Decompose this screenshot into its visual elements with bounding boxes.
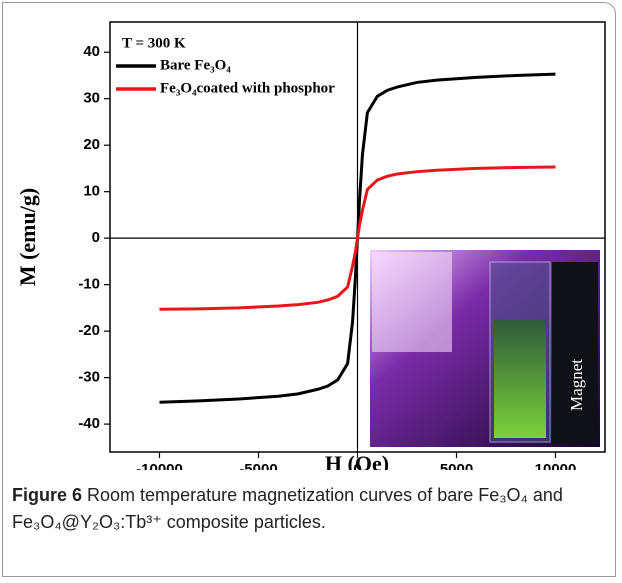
caption-label: Figure 6 [12, 485, 83, 505]
legend-label: Bare Fe₃O₄ [160, 57, 231, 73]
x-tick-label: -10000 [136, 461, 183, 470]
y-tick-label: -30 [78, 369, 100, 386]
series-line [159, 165, 556, 311]
inset-label: Magnet [567, 359, 586, 411]
inset-photo: Magnet [370, 250, 600, 447]
figure-frame [2, 2, 616, 577]
legend-label: Fe₃O₄coated with phosphor [160, 80, 335, 96]
caption-text: Room temperature magnetization curves of… [12, 485, 563, 532]
y-tick-label: -40 [78, 415, 100, 432]
y-tick-label: 10 [83, 183, 100, 200]
y-tick-label: 0 [92, 229, 100, 246]
x-tick-label: 5000 [440, 461, 473, 470]
y-tick-label: 20 [83, 136, 100, 153]
annotation: T = 300 K [122, 35, 186, 51]
y-tick-label: -20 [78, 322, 100, 339]
y-tick-label: 30 [83, 90, 100, 107]
chart: Magnet H (Oe) M (emu/g) T = 300 K -40 -30… [15, 21, 606, 470]
caption: Figure 6 Room temperature magnetization … [12, 482, 612, 536]
y-tick-label: -10 [78, 276, 100, 293]
x-tick-label: 10000 [535, 461, 577, 470]
x-tick-label: -5000 [239, 461, 277, 470]
x-tick-label: 0 [353, 461, 361, 470]
x-axis-label: H (Oe) [325, 451, 389, 470]
y-axis-label: M (emu/g) [15, 188, 40, 286]
y-tick-label: 40 [83, 43, 100, 60]
